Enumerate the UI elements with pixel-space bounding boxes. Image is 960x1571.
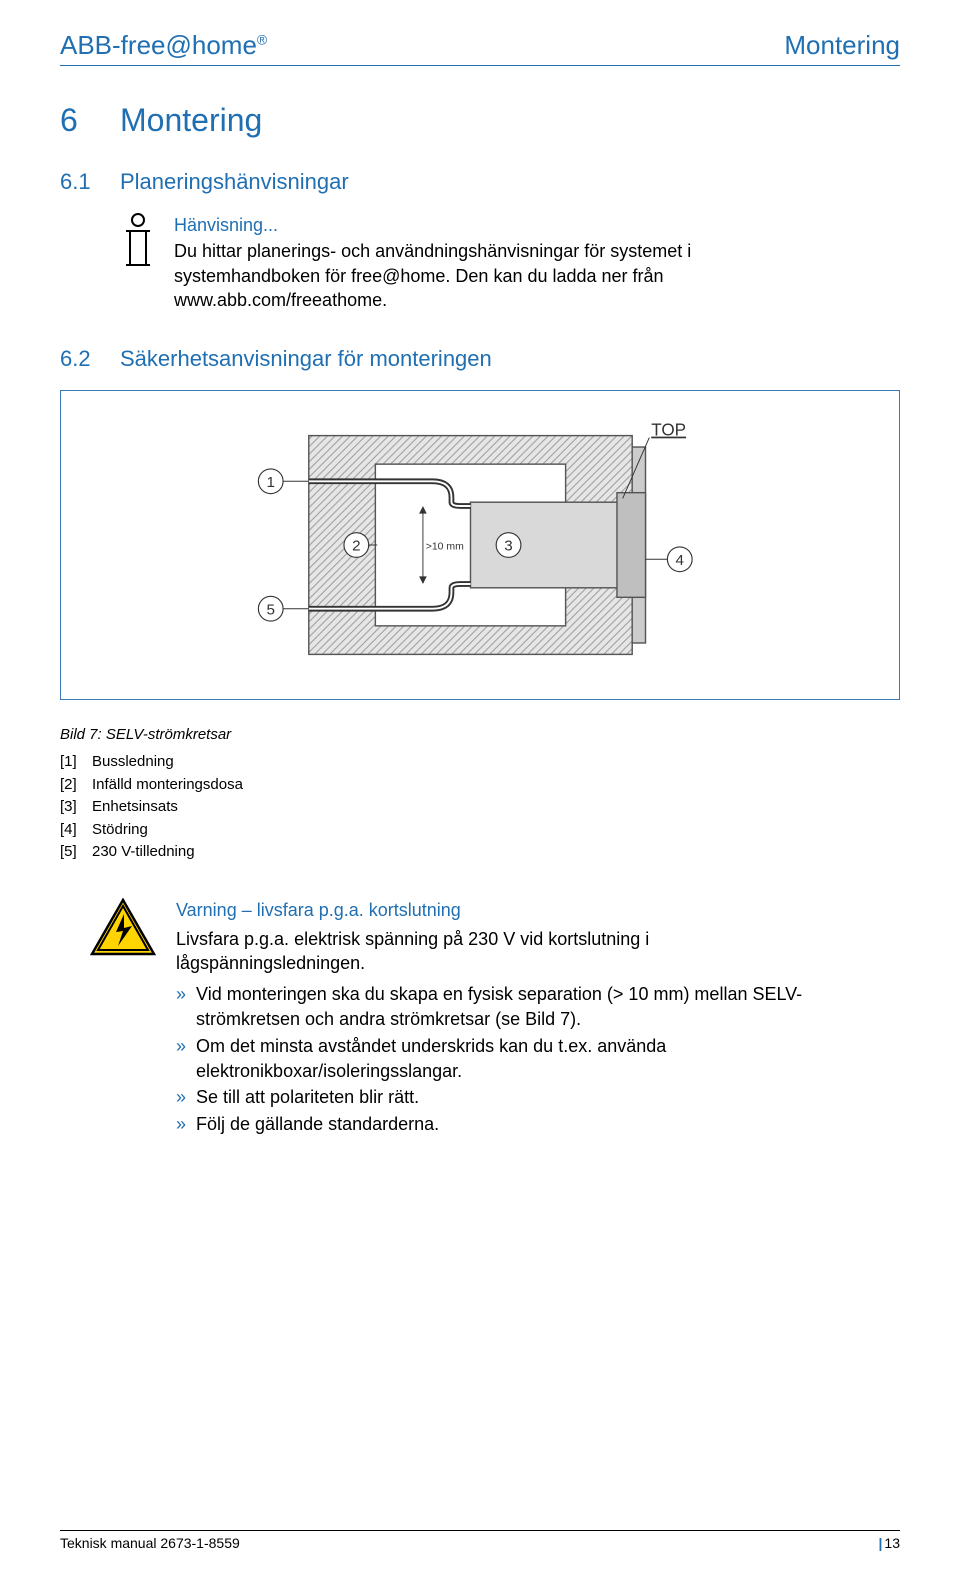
h2-title: Säkerhetsanvisningar för monteringen xyxy=(120,346,492,371)
callout-4: 4 xyxy=(676,552,685,569)
page-footer: Teknisk manual 2673-1-8559 |13 xyxy=(60,1530,900,1551)
h1-number: 6 xyxy=(60,102,120,139)
list-text: Följ de gällande standarderna. xyxy=(196,1112,439,1137)
bullet-icon: » xyxy=(176,1085,186,1110)
figure-legend: [1] Bussledning [2] Infälld monteringsdosa… xyxy=(60,751,900,864)
warning-icon xyxy=(90,898,156,1139)
callout-5: 5 xyxy=(266,602,274,619)
legend-label: Stödring xyxy=(92,819,148,842)
gap-label: >10 mm xyxy=(426,542,464,553)
list-text: Om det minsta avståndet underskrids kan … xyxy=(196,1034,836,1084)
top-label: TOP xyxy=(651,421,686,440)
warning-list: »Vid monteringen ska du skapa en fysisk … xyxy=(176,982,836,1137)
info-body: Du hittar planerings- och användningshän… xyxy=(174,239,814,312)
callout-2: 2 xyxy=(352,538,360,555)
header-section: Montering xyxy=(784,30,900,61)
legend-row: [2] Infälld monteringsdosa xyxy=(60,774,900,797)
page-number: 13 xyxy=(884,1535,900,1551)
h2-number: 6.1 xyxy=(60,169,120,195)
h2-title: Planeringshänvisningar xyxy=(120,169,349,194)
info-title: Hänvisning... xyxy=(174,213,814,237)
list-item: »Om det minsta avståndet underskrids kan… xyxy=(176,1034,836,1084)
legend-key: [4] xyxy=(60,819,86,842)
legend-label: Enhetsinsats xyxy=(92,796,178,819)
callout-1: 1 xyxy=(266,474,274,491)
footer-bar-icon: | xyxy=(879,1535,883,1551)
list-item: »Vid monteringen ska du skapa en fysisk … xyxy=(176,982,836,1032)
warning-block: Varning – livsfara p.g.a. kortslutning L… xyxy=(90,898,900,1139)
bullet-icon: » xyxy=(176,982,186,1032)
footer-left: Teknisk manual 2673-1-8559 xyxy=(60,1535,240,1551)
list-item: » Se till att polariteten blir rätt. xyxy=(176,1085,836,1110)
legend-label: 230 V-tilledning xyxy=(92,841,195,864)
list-text: Se till att polariteten blir rätt. xyxy=(196,1085,419,1110)
brand: ABB-free@home® xyxy=(60,30,267,61)
info-note: Hänvisning... Du hittar planerings- och … xyxy=(120,213,900,312)
warning-title: Varning – livsfara p.g.a. kortslutning xyxy=(176,898,836,923)
footer-right: |13 xyxy=(879,1535,901,1551)
list-item: » Följ de gällande standarderna. xyxy=(176,1112,836,1137)
legend-row: [1] Bussledning xyxy=(60,751,900,774)
legend-row: [3] Enhetsinsats xyxy=(60,796,900,819)
h1-title: Montering xyxy=(120,102,262,138)
bullet-icon: » xyxy=(176,1034,186,1084)
page-header: ABB-free@home® Montering xyxy=(60,30,900,66)
bullet-icon: » xyxy=(176,1112,186,1137)
figure-caption: Bild 7: SELV-strömkretsar xyxy=(60,726,900,743)
legend-row: [5] 230 V-tilledning xyxy=(60,841,900,864)
legend-key: [3] xyxy=(60,796,86,819)
legend-key: [5] xyxy=(60,841,86,864)
legend-key: [1] xyxy=(60,751,86,774)
diagram-svg: >10 mm TOP 1 2 3 4 5 xyxy=(90,405,870,685)
warning-text: Varning – livsfara p.g.a. kortslutning L… xyxy=(176,898,836,1139)
heading-6-1: 6.1Planeringshänvisningar xyxy=(60,169,900,195)
legend-label: Infälld monteringsdosa xyxy=(92,774,243,797)
brand-text: ABB-free@home xyxy=(60,30,257,60)
warning-body: Livsfara p.g.a. elektrisk spänning på 23… xyxy=(176,927,836,977)
info-text: Hänvisning... Du hittar planerings- och … xyxy=(174,213,814,312)
info-icon xyxy=(120,213,156,312)
legend-key: [2] xyxy=(60,774,86,797)
heading-6-2: 6.2Säkerhetsanvisningar för monteringen xyxy=(60,346,900,372)
callout-3: 3 xyxy=(504,538,512,555)
legend-row: [4] Stödring xyxy=(60,819,900,842)
legend-label: Bussledning xyxy=(92,751,174,774)
list-text: Vid monteringen ska du skapa en fysisk s… xyxy=(196,982,836,1032)
diagram-frame: >10 mm TOP 1 2 3 4 5 xyxy=(60,390,900,700)
h2-number: 6.2 xyxy=(60,346,120,372)
brand-sup: ® xyxy=(257,31,267,47)
heading-1: 6Montering xyxy=(60,102,900,139)
